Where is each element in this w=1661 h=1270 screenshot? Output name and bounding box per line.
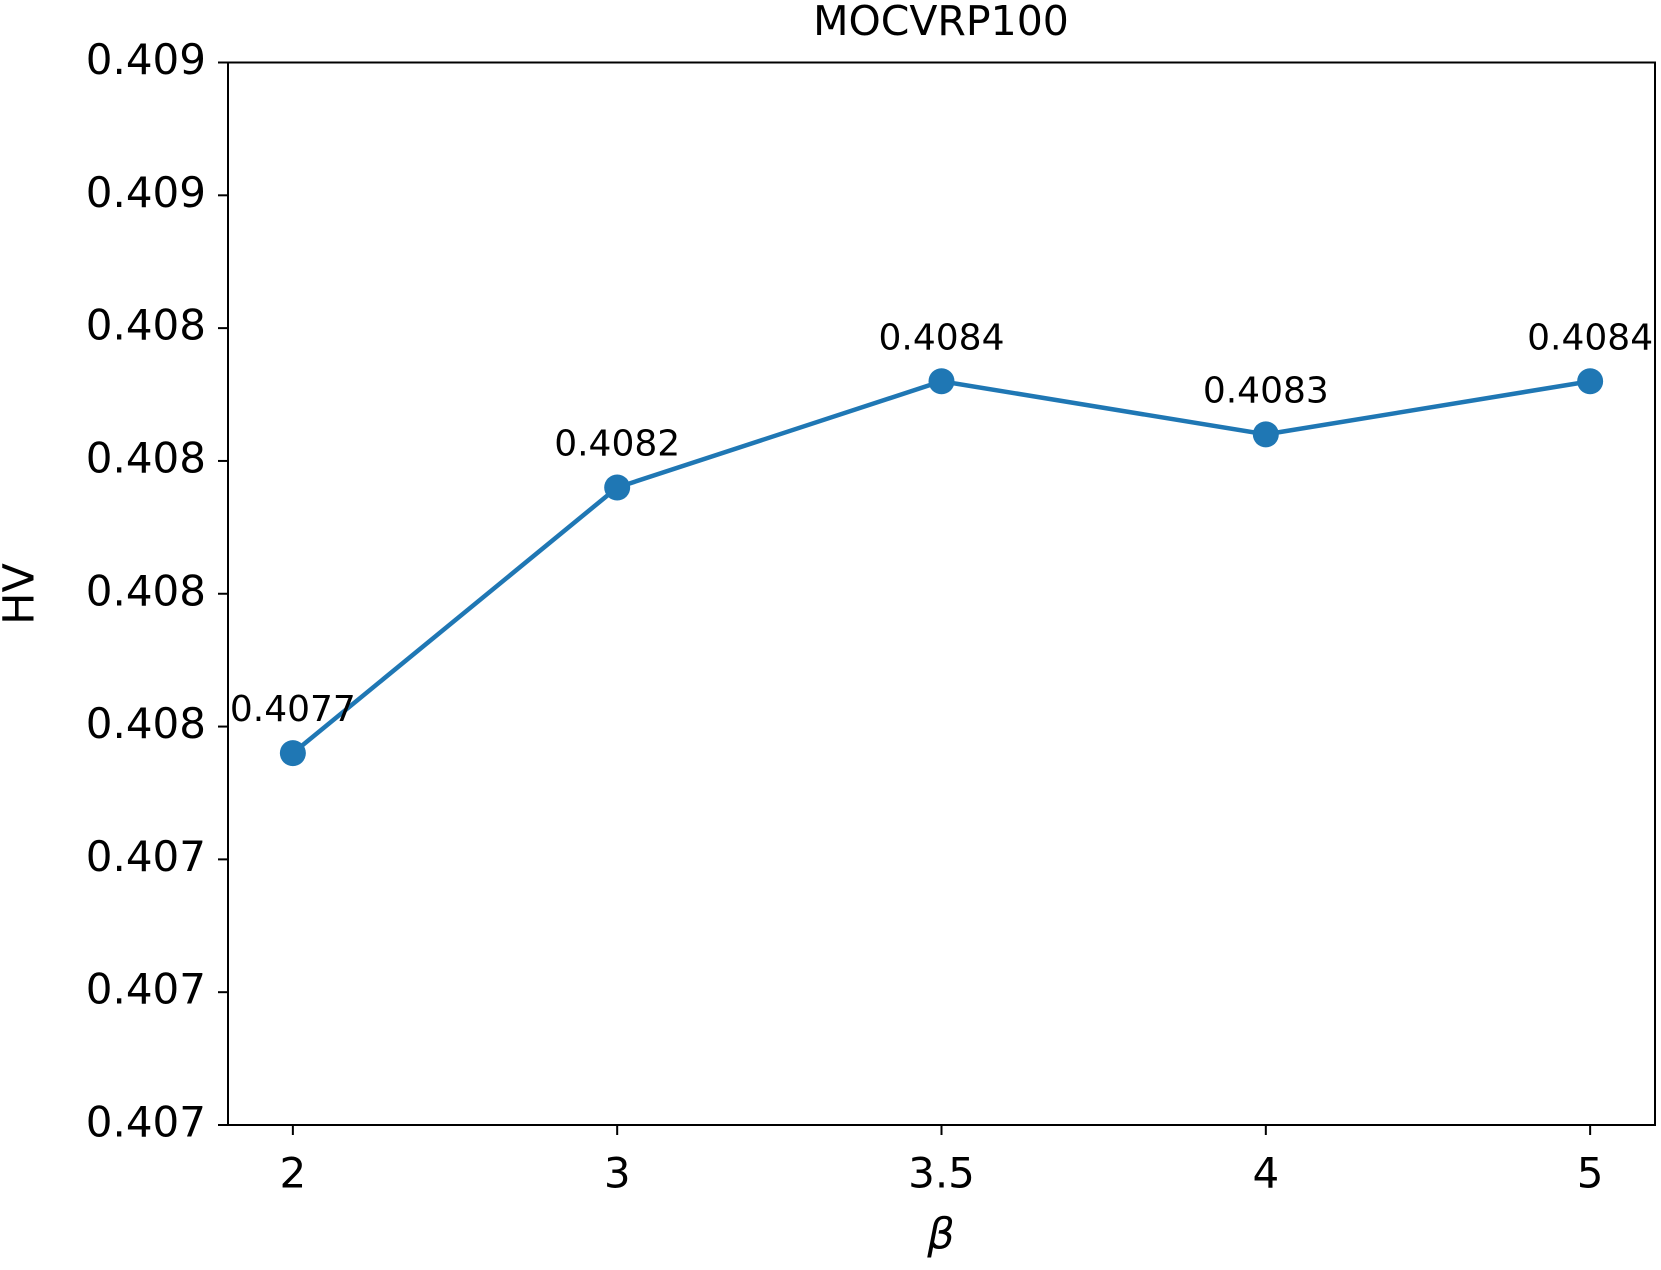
x-tick-label: 2 [279, 1149, 306, 1198]
y-tick-label: 0.407 [86, 1098, 206, 1147]
point [1577, 368, 1604, 395]
x-tick-label: 3 [604, 1149, 631, 1198]
point [279, 740, 306, 767]
plot-frame [227, 61, 1656, 1126]
y-tick-label: 0.407 [86, 832, 206, 881]
y-tick-label: 0.408 [86, 699, 206, 748]
point [1252, 421, 1279, 448]
x-axis-label: β [926, 1210, 954, 1260]
y-axis-label: HV [0, 563, 45, 625]
value-label: 0.4077 [230, 689, 356, 730]
y-tick-label: 0.409 [86, 168, 206, 217]
point [604, 474, 631, 501]
point [928, 368, 955, 395]
x-tick-label: 4 [1252, 1149, 1279, 1198]
value-label: 0.4082 [554, 424, 680, 465]
value-label: 0.4083 [1203, 370, 1329, 411]
value-label: 0.4084 [879, 317, 1005, 358]
y-tick-label: 0.408 [86, 566, 206, 615]
value-label: 0.4084 [1527, 317, 1653, 358]
x-tick-label: 5 [1577, 1149, 1604, 1198]
y-tick-label: 0.408 [86, 433, 206, 482]
y-tick-label: 0.409 [86, 35, 206, 84]
y-tick-label: 0.408 [86, 301, 206, 350]
x-tick-label: 3.5 [908, 1149, 975, 1198]
y-tick-label: 0.407 [86, 965, 206, 1014]
line [291, 378, 1591, 755]
chart-title: MOCVRP100 [813, 0, 1069, 45]
